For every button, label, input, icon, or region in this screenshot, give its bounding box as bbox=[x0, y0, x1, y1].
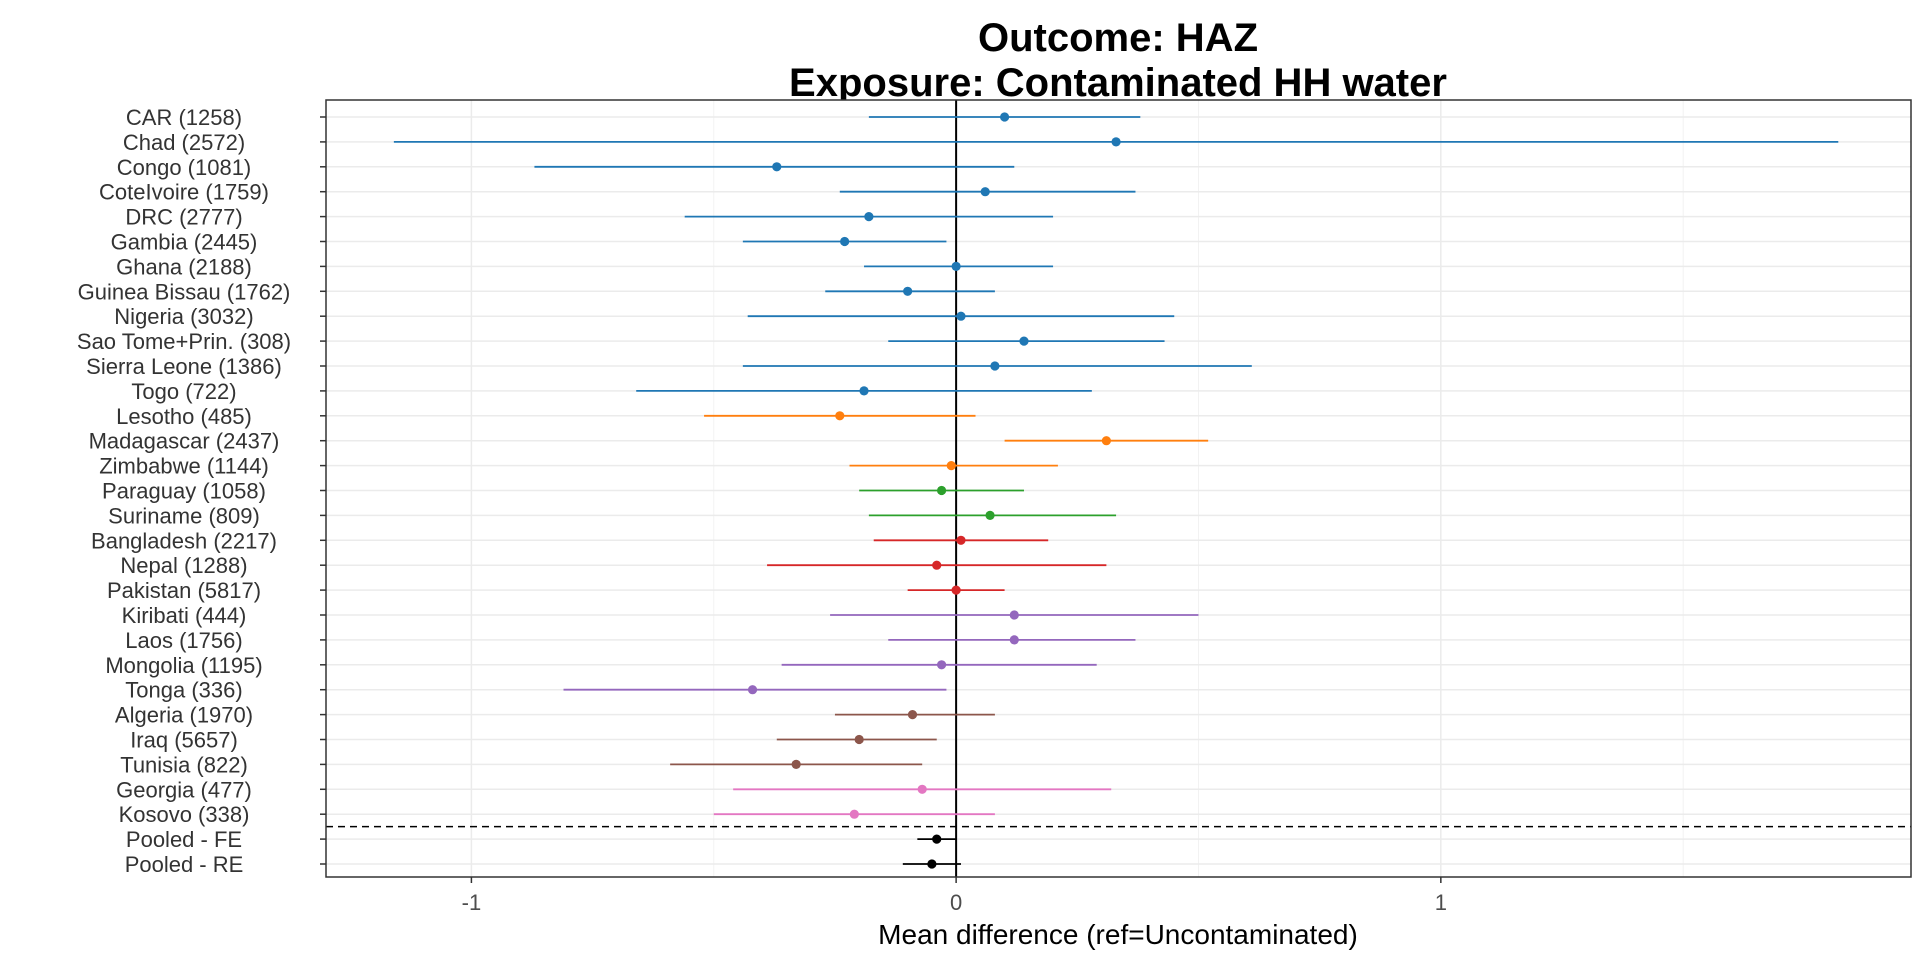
point-estimate bbox=[854, 734, 864, 745]
point-estimate bbox=[956, 535, 966, 545]
point-estimate bbox=[932, 560, 942, 570]
point-estimate bbox=[932, 834, 942, 844]
point-estimate bbox=[946, 461, 956, 471]
point-estimate bbox=[903, 286, 913, 296]
row-label: Paraguay (1058) bbox=[102, 479, 266, 504]
x-axis-title: Mean difference (ref=Uncontaminated) bbox=[878, 919, 1358, 950]
point-estimate bbox=[1111, 137, 1121, 147]
row-label: Tonga (336) bbox=[125, 678, 242, 703]
row-label: Algeria (1970) bbox=[115, 703, 253, 728]
row-label: Iraq (5657) bbox=[130, 728, 238, 753]
grid bbox=[326, 100, 1911, 877]
point-estimate bbox=[835, 411, 845, 421]
x-axis-ticks: -1 0 1 bbox=[462, 877, 1447, 915]
point-estimate bbox=[791, 759, 801, 770]
chart-subtitle: Exposure: Contaminated HH water bbox=[789, 61, 1447, 105]
point-estimate bbox=[840, 236, 850, 247]
point-estimate bbox=[956, 311, 966, 321]
x-tick-label: 1 bbox=[1435, 890, 1447, 915]
point-estimate bbox=[936, 485, 947, 496]
row-label: Zimbabwe (1144) bbox=[99, 454, 269, 479]
row-label: CAR (1258) bbox=[126, 105, 242, 130]
row-label: Gambia (2445) bbox=[111, 230, 258, 255]
row-label: Pooled - RE bbox=[125, 852, 244, 877]
plot-area bbox=[325, 99, 1912, 878]
row-label: Suriname (809) bbox=[108, 503, 260, 528]
row-label: Lesotho (485) bbox=[116, 404, 252, 429]
row-label: Congo (1081) bbox=[117, 155, 252, 180]
panel-border bbox=[325, 99, 1912, 878]
row-label: Nigeria (3032) bbox=[114, 304, 253, 329]
point-estimate bbox=[772, 162, 782, 172]
row-label: Georgia (477) bbox=[116, 777, 252, 802]
row-label: Kosovo (338) bbox=[119, 802, 250, 827]
point-estimate bbox=[951, 261, 961, 271]
point-estimate bbox=[917, 784, 927, 794]
row-label: DRC (2777) bbox=[125, 205, 242, 230]
row-label: Chad (2572) bbox=[123, 130, 245, 155]
row-label: Tunisia (822) bbox=[120, 752, 248, 777]
row-label: CoteIvoire (1759) bbox=[99, 180, 269, 205]
chart-title: Outcome: HAZ bbox=[978, 16, 1258, 60]
point-estimate bbox=[1101, 436, 1111, 446]
point-estimate bbox=[985, 510, 995, 520]
row-label: Sierra Leone (1386) bbox=[86, 354, 282, 379]
point-estimate bbox=[1009, 610, 1019, 620]
row-label: Mongolia (1195) bbox=[105, 653, 262, 678]
point-estimate bbox=[951, 585, 961, 595]
row-label: Kiribati (444) bbox=[122, 603, 247, 628]
row-label: Madagascar (2437) bbox=[89, 429, 280, 454]
point-estimate bbox=[849, 809, 859, 819]
x-tick-label: -1 bbox=[462, 890, 482, 915]
point-estimate bbox=[980, 187, 990, 197]
row-label: Sao Tome+Prin. (308) bbox=[77, 329, 291, 354]
point-estimate bbox=[747, 685, 758, 695]
row-label: Pooled - FE bbox=[126, 827, 242, 852]
row-label: Guinea Bissau (1762) bbox=[78, 279, 291, 304]
point-estimate bbox=[927, 859, 937, 869]
row-label: Laos (1756) bbox=[125, 628, 242, 653]
row-label: Nepal (1288) bbox=[120, 553, 247, 578]
point-estimate bbox=[936, 660, 947, 670]
row-label: Togo (722) bbox=[131, 379, 236, 404]
row-labels: CAR (1258)Chad (2572)Congo (1081)CoteIvo… bbox=[77, 105, 326, 877]
point-estimate bbox=[1009, 635, 1019, 645]
point-estimate bbox=[859, 386, 869, 396]
point-estimate bbox=[864, 212, 874, 222]
row-label: Bangladesh (2217) bbox=[91, 528, 277, 553]
row-label: Ghana (2188) bbox=[116, 254, 252, 279]
point-estimate bbox=[999, 112, 1010, 122]
x-tick-label: 0 bbox=[950, 890, 962, 915]
point-estimate bbox=[990, 361, 1000, 371]
row-label: Pakistan (5817) bbox=[107, 578, 261, 603]
panel-background bbox=[326, 100, 1911, 877]
point-estimate bbox=[907, 710, 918, 720]
point-estimate bbox=[1019, 336, 1029, 346]
